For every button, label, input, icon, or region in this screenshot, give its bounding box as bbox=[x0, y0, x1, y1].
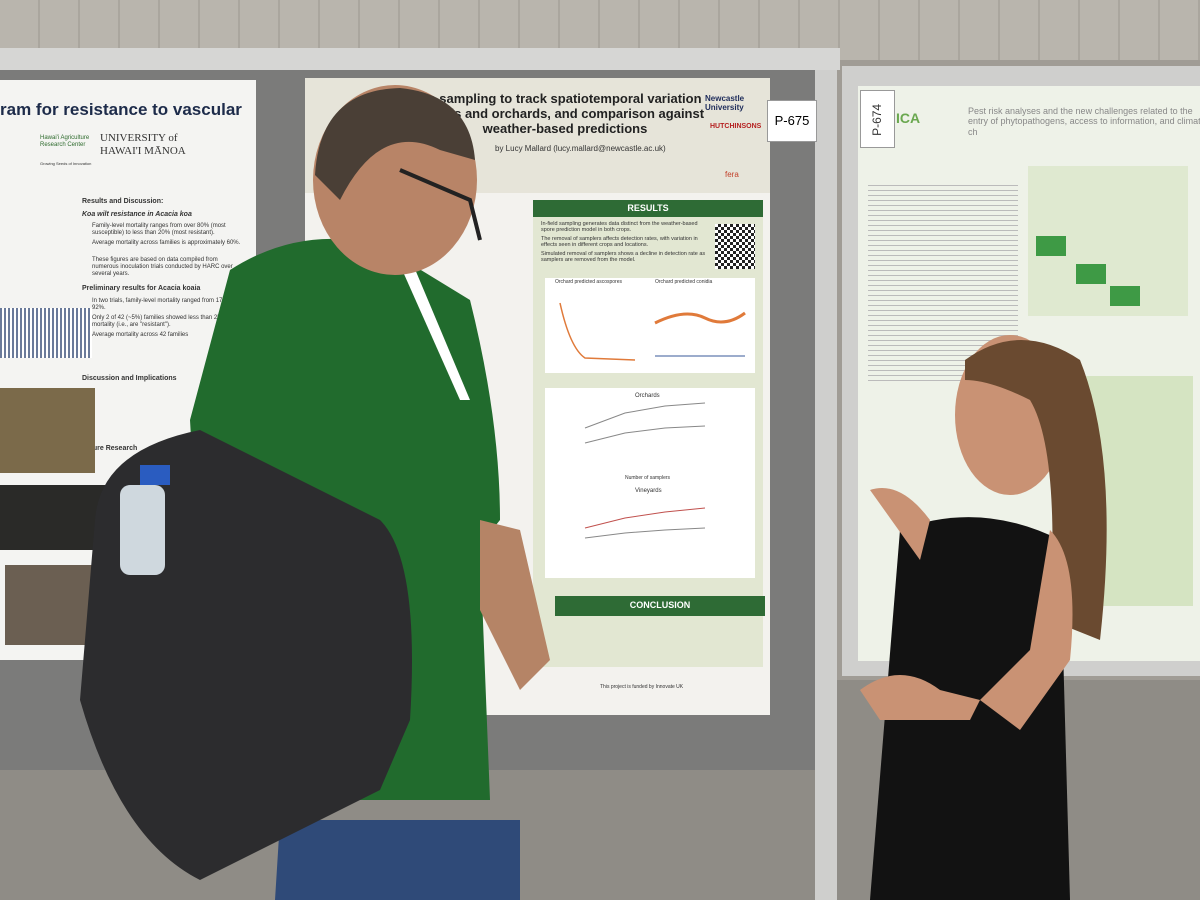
chart: Orchard predicted ascospores Orchard pre… bbox=[545, 278, 755, 373]
bottle-cap bbox=[140, 465, 170, 485]
jeans bbox=[275, 820, 520, 900]
line bbox=[584, 507, 706, 529]
bullet: Family-level mortality ranges from over … bbox=[92, 223, 226, 236]
heading: Discussion and Implications bbox=[82, 375, 177, 382]
heading: Preliminary results for Acacia koaia bbox=[82, 285, 201, 292]
tagline: Growing Seeds of Innovation bbox=[40, 161, 92, 166]
bottle bbox=[120, 485, 165, 575]
heading: Future Research bbox=[82, 445, 138, 452]
bullet: Average mortality across families is app… bbox=[92, 240, 241, 246]
logo: ICA bbox=[896, 110, 921, 126]
chart-title: Vineyards bbox=[635, 488, 662, 494]
board-frame bbox=[0, 48, 840, 70]
axis-label: Number of samplers bbox=[625, 475, 671, 481]
board-number: P-675 bbox=[767, 100, 817, 142]
hand bbox=[860, 675, 980, 720]
diagram-box bbox=[1036, 236, 1066, 256]
logo: fera bbox=[725, 170, 739, 179]
photo bbox=[0, 485, 108, 550]
chart-title: Orchards bbox=[635, 393, 660, 399]
poster-title: Pest risk analyses and the new challenge… bbox=[968, 106, 1200, 137]
arm bbox=[980, 530, 1073, 730]
line bbox=[559, 302, 636, 361]
funding: This project is funded by Innovate UK bbox=[600, 684, 684, 690]
diagram-box bbox=[1110, 286, 1140, 306]
poster-title: e sampling to track spatiotemporal varia… bbox=[425, 91, 705, 136]
bullet: Average mortality across 42 families bbox=[92, 332, 189, 338]
section-bar: RESULTS bbox=[533, 200, 763, 217]
author-line: by Lucy Mallard (lucy.mallard@newcastle.… bbox=[495, 144, 666, 153]
hand bbox=[870, 488, 930, 560]
diagram-box bbox=[1076, 264, 1106, 284]
chart-lines bbox=[559, 302, 746, 361]
section-heading: RESULTS bbox=[627, 203, 669, 213]
photo bbox=[5, 565, 100, 645]
qr-code bbox=[715, 224, 755, 269]
bullet: Simulated removal of samplers shows a de… bbox=[541, 251, 706, 264]
line bbox=[584, 527, 706, 539]
line bbox=[584, 402, 706, 429]
bullet: In two trials, family-level mortality ra… bbox=[92, 298, 235, 311]
line bbox=[584, 425, 706, 444]
logo: Hawai'i Agriculture Research Center bbox=[40, 135, 90, 148]
bullet: Only 2 of 42 (~5%) families showed less … bbox=[92, 315, 226, 328]
stripe bbox=[400, 262, 470, 400]
bullet: In-field sampling generates data distinc… bbox=[541, 221, 698, 234]
chart-lines bbox=[584, 402, 706, 539]
hair bbox=[965, 340, 1107, 640]
section-bar: CONCLUSION bbox=[555, 596, 765, 616]
hair bbox=[315, 88, 475, 200]
logo: HUTCHINSONS bbox=[710, 123, 762, 130]
bullet: These figures are based on data compiled… bbox=[92, 257, 233, 277]
chart-title: Orchard predicted ascospores bbox=[555, 279, 622, 285]
photo bbox=[0, 388, 95, 473]
board-number-box: P-674 bbox=[860, 90, 895, 148]
heading: Results and Discussion: bbox=[82, 198, 164, 205]
arm bbox=[480, 520, 550, 690]
logo: UNIVERSITY of HAWAI'I MĀNOA bbox=[100, 132, 186, 157]
logo: Newcastle University bbox=[705, 94, 745, 113]
section-heading: CONCLUSION bbox=[629, 600, 691, 610]
glasses bbox=[399, 168, 482, 241]
bullet: The removal of samplers affects detectio… bbox=[541, 236, 698, 249]
line bbox=[654, 311, 746, 325]
heading: Koa wilt resistance in Acacia koa bbox=[82, 211, 192, 218]
chart-title: Orchard predicted conidia bbox=[655, 279, 713, 285]
board-post bbox=[815, 70, 837, 900]
poster-title: ram for resistance to vascular bbox=[0, 100, 242, 119]
figure bbox=[0, 308, 92, 358]
chart: Orchards Number of samplers Vineyards bbox=[545, 388, 755, 578]
